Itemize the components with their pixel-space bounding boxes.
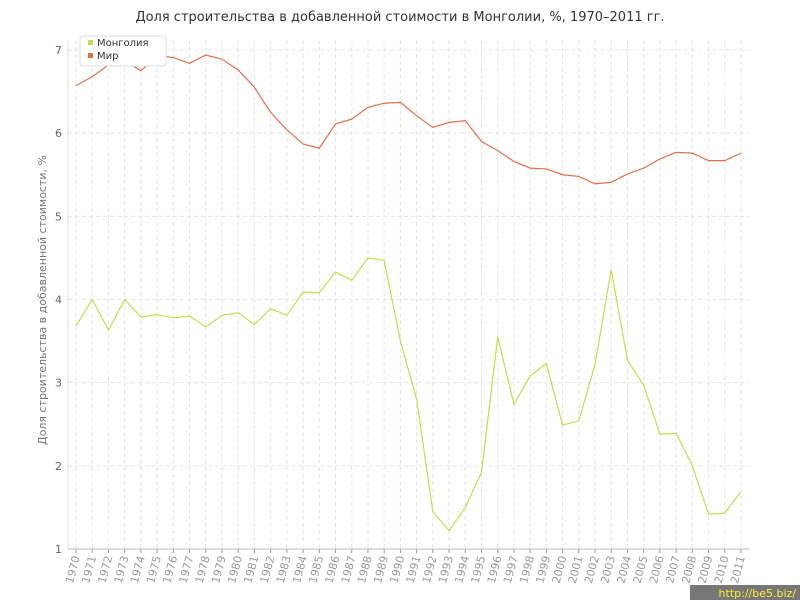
legend-box	[79, 35, 167, 67]
y-tick-label: 6	[55, 127, 62, 140]
legend-label: Монголия	[97, 38, 149, 49]
y-tick-label: 4	[55, 294, 62, 307]
y-tick-label: 7	[55, 44, 62, 57]
plot-area	[68, 40, 749, 549]
watermark-bg	[690, 585, 800, 600]
y-tick-label: 2	[55, 460, 62, 473]
y-tick-label: 5	[55, 210, 62, 223]
y-tick-label: 1	[55, 543, 62, 556]
y-tick-label: 3	[55, 377, 62, 390]
legend-swatch	[88, 53, 93, 58]
legend-swatch	[88, 40, 93, 45]
series-line	[75, 257, 742, 532]
watermark: http://be5.biz/	[719, 587, 797, 600]
chart-title: Доля строительства в добавленной стоимос…	[135, 10, 664, 25]
y-axis-label: Доля строительства в добавленной стоимос…	[36, 155, 49, 445]
series-line	[75, 54, 742, 185]
legend-label: Мир	[97, 51, 118, 62]
legend: Монголия Мир	[79, 35, 167, 67]
